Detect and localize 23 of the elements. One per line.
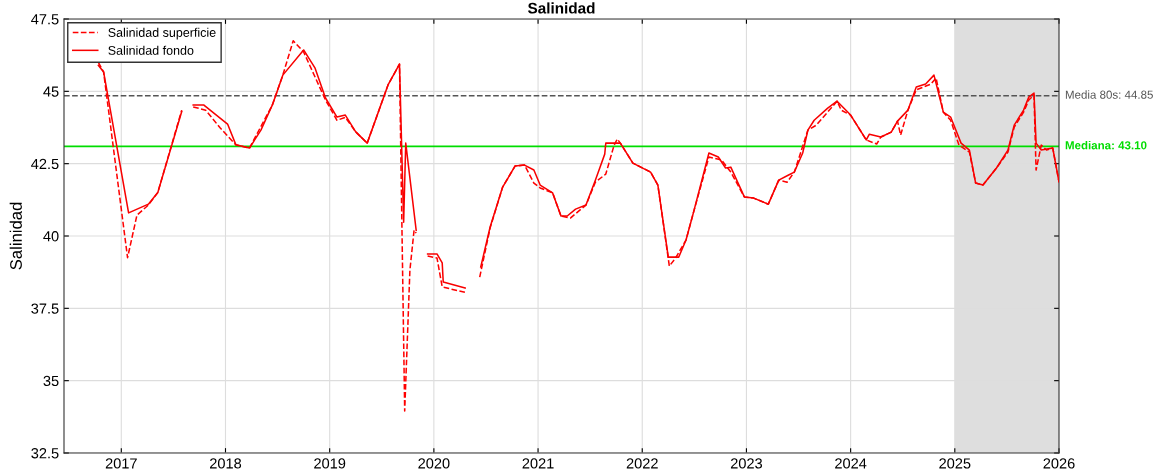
ref-line-label: Media 80s: 44.85 — [1065, 90, 1153, 99]
legend-label: Salinidad fondo — [108, 45, 194, 55]
y-tick-label: 35 — [43, 375, 59, 387]
x-tick-label: 2026 — [1043, 458, 1075, 469]
x-tick-label: 2020 — [418, 458, 450, 469]
y-tick-label: 32.5 — [31, 448, 59, 459]
legend-label: Salinidad superficie — [108, 27, 216, 40]
y-tick-label: 37.5 — [31, 303, 59, 314]
x-tick-label: 2022 — [626, 458, 658, 469]
y-tick-label: 45 — [43, 86, 59, 97]
ref-line-label: Mediana: 43.10 — [1065, 140, 1147, 150]
x-tick-label: 2025 — [939, 458, 971, 469]
y-axis-title: Salinidad — [9, 202, 22, 270]
y-tick-label: 40 — [43, 231, 59, 242]
y-tick-label: 47.5 — [31, 14, 59, 25]
y-tick-label: 42.5 — [31, 158, 59, 170]
x-tick-label: 2019 — [314, 458, 346, 469]
x-tick-label: 2024 — [835, 458, 867, 469]
x-tick-label: 2023 — [730, 458, 763, 469]
x-tick-label: 2018 — [210, 458, 242, 469]
x-tick-label: 2017 — [105, 458, 137, 469]
chart-title: Salinidad — [527, 2, 595, 14]
x-tick-label: 2021 — [522, 458, 554, 469]
